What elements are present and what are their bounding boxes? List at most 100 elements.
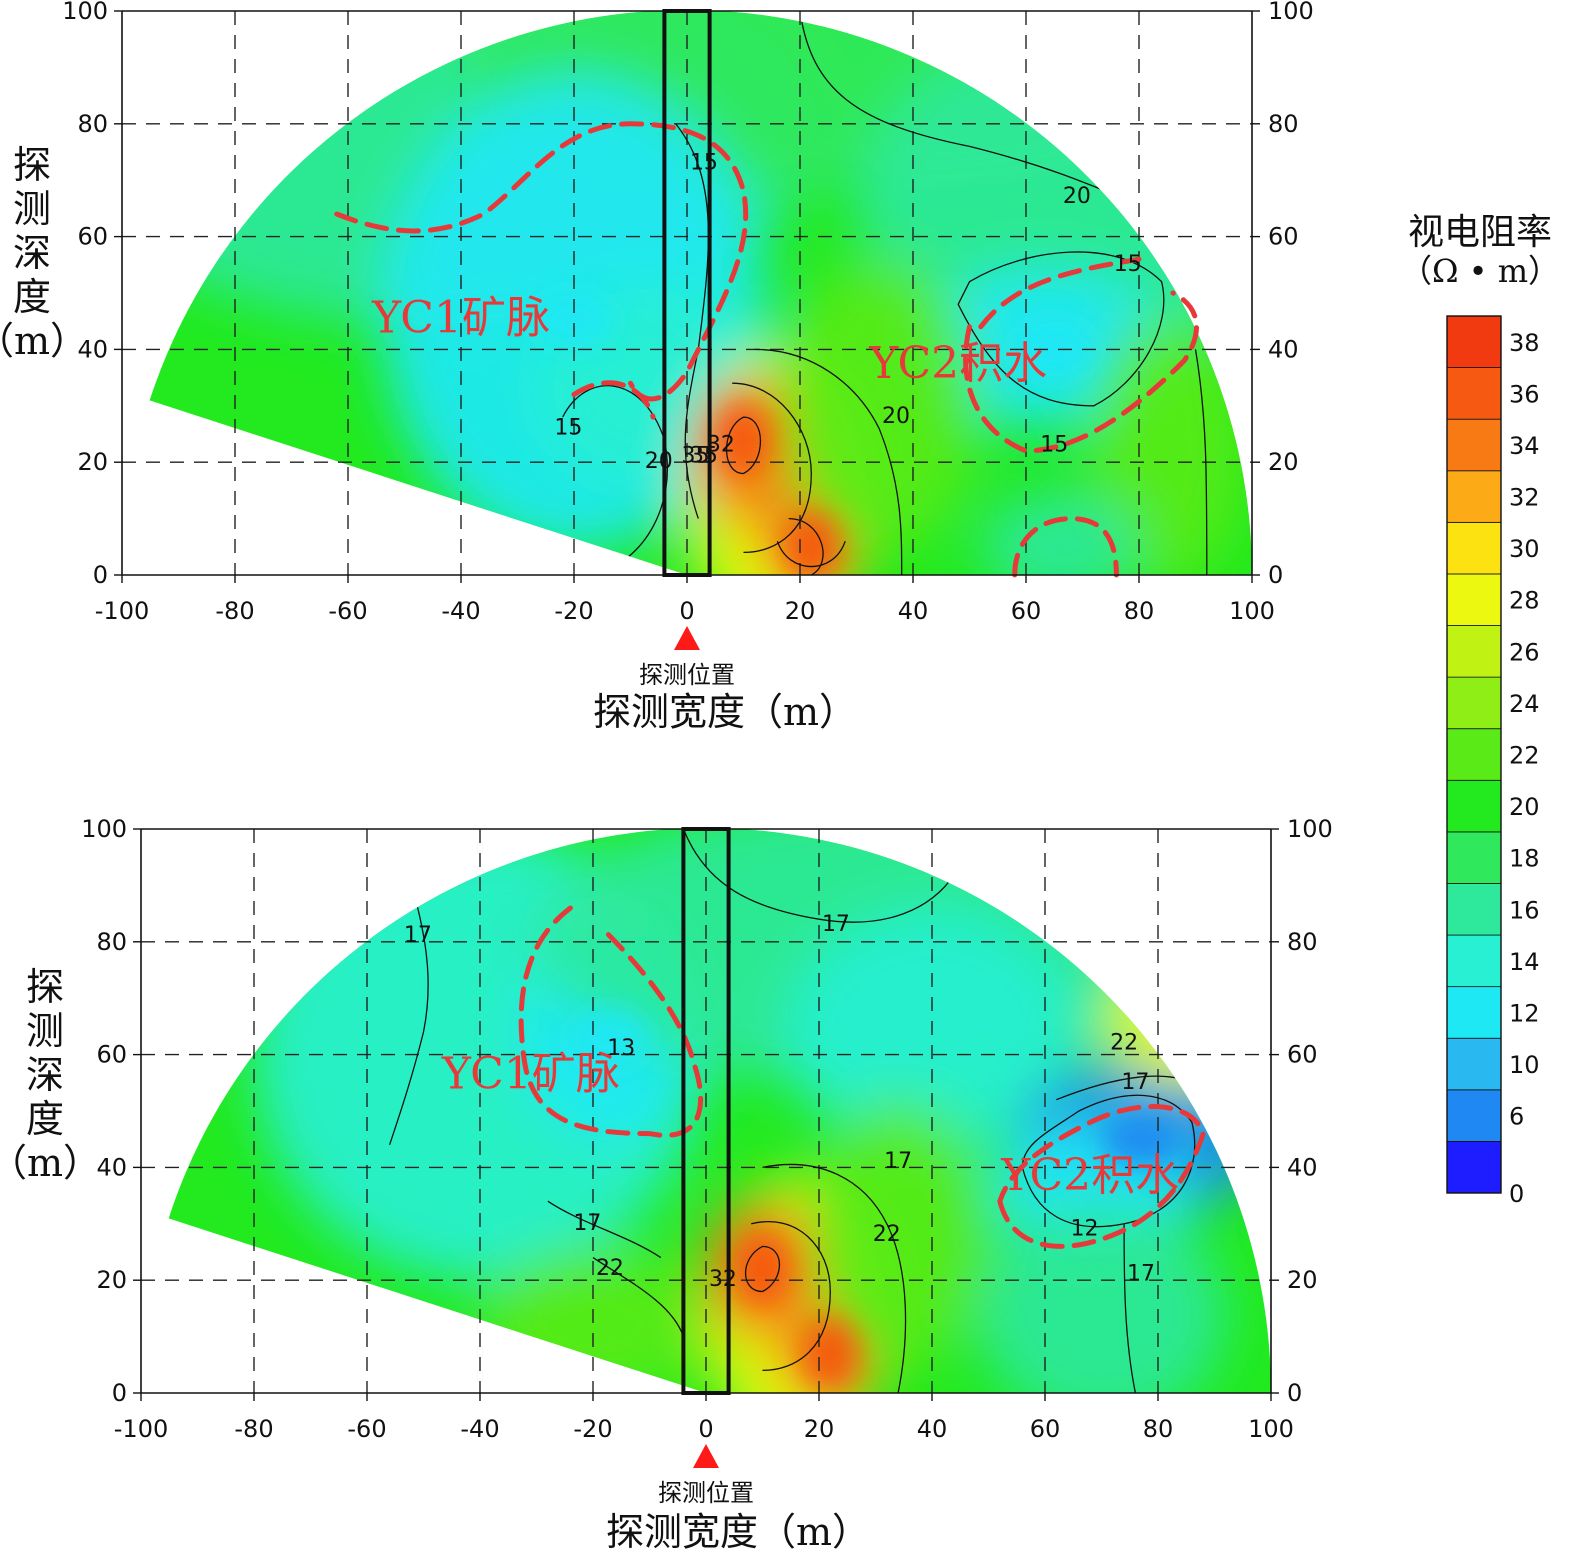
- x-tick-label: 100: [1229, 597, 1275, 625]
- resistivity-field: [149, 9, 1252, 576]
- y-tick-labels-left: 0 20 40 60 80 100: [62, 0, 108, 589]
- colorbar-band: [1446, 831, 1502, 884]
- y-tick-label-right: 100: [1268, 0, 1314, 25]
- contour-label: 22: [1110, 1030, 1138, 1055]
- x-tick-label: 20: [785, 597, 816, 625]
- colorbar-tick-label: 24: [1509, 690, 1540, 718]
- y-tick-label: 60: [77, 223, 108, 251]
- y-tick-label: 40: [77, 335, 108, 363]
- colorbar-band: [1446, 1037, 1502, 1091]
- colorbar-bands: [1446, 315, 1502, 1194]
- anomaly-outline: [963, 290, 1199, 454]
- colorbar-tick-labels: 0 6 10 12 14 16 18 20 22 24 26 28 30 32 34 36 38: [1509, 329, 1540, 1208]
- contour-label: 17: [404, 923, 432, 948]
- contour-label: 22: [873, 1222, 901, 1247]
- colorbar-title: 视电阻率: [1408, 212, 1552, 253]
- dashed-grid: [141, 829, 1271, 1393]
- y-tick-labels-right: 0 20 40 60 80 100: [1287, 815, 1333, 1407]
- contour-label: 15: [1040, 432, 1068, 457]
- contour-labels: 17 17 13 22 17 17 22 17 22 12 17 32: [404, 912, 1155, 1292]
- contour-label: 17: [884, 1149, 912, 1174]
- y-tick-label: 20: [77, 448, 108, 476]
- y-tick-label: 60: [96, 1041, 127, 1069]
- contour-line: [762, 1163, 907, 1393]
- colorbar-band: [1446, 1141, 1502, 1194]
- colorbar-tick-label: 22: [1509, 742, 1540, 770]
- x-tick-labels: -100 -80 -60 -40 -20 0 20 40 60 80 100: [114, 1415, 1294, 1443]
- x-axis-title: 探测宽度（m）: [606, 1510, 870, 1554]
- colorbar-band: [1446, 470, 1502, 523]
- x-tick-label: -80: [234, 1415, 273, 1443]
- probe-column-box: [681, 827, 731, 1395]
- y-tick-label-right: 20: [1268, 448, 1299, 476]
- colorbar-tick-label: 36: [1509, 380, 1540, 408]
- contour-line: [547, 1200, 662, 1259]
- contour-line: [682, 828, 956, 923]
- colorbar-band: [1446, 883, 1502, 936]
- low-zone: [1101, 1111, 1182, 1168]
- colorbar-band: [1446, 986, 1502, 1039]
- colorbar-tick-label: 28: [1509, 587, 1540, 615]
- colorbar-band: [1446, 676, 1502, 730]
- y-tick-label: 100: [81, 815, 127, 843]
- colorbar-band: [1446, 1089, 1502, 1142]
- contour-line: [754, 348, 903, 576]
- low-zone: [1014, 321, 1095, 378]
- y-tick-labels-right: 0 20 40 60 80 100: [1268, 0, 1314, 589]
- x-tick-label: -20: [554, 597, 593, 625]
- contour-line: [1002, 10, 1106, 114]
- contour-label: 12: [1071, 1216, 1099, 1241]
- x-tick-label: -100: [95, 597, 149, 625]
- colorbar-band: [1446, 573, 1502, 626]
- y-tick-label-right: 80: [1287, 928, 1318, 956]
- colorbar-tick-label: 12: [1509, 999, 1540, 1027]
- y-tick-labels-left: 0 20 40 60 80 100: [81, 815, 127, 1407]
- contour-line: [1021, 1094, 1196, 1228]
- colorbar-band: [1446, 418, 1502, 472]
- anomaly-labels: YC1矿脉 YC2积水: [371, 293, 1047, 389]
- colorbar-tick-label: 10: [1509, 1051, 1540, 1079]
- y-axis-title: 探测深度（m）: [0, 965, 101, 1185]
- plot-frame: [133, 827, 1279, 1401]
- colorbar-band: [1446, 521, 1502, 575]
- y-tick-label: 80: [77, 110, 108, 138]
- contour-label: 17: [573, 1211, 601, 1236]
- contour-label: 22: [596, 1256, 624, 1281]
- colorbar-tick-label: 6: [1509, 1103, 1524, 1131]
- peak-high: [802, 1317, 859, 1390]
- contour-label: 32: [707, 432, 735, 457]
- peak-high: [734, 1232, 791, 1305]
- x-tick-label: -100: [114, 1415, 168, 1443]
- y-tick-label: 40: [96, 1153, 127, 1181]
- colorbar-tick-label: 20: [1509, 793, 1540, 821]
- colorbar-tick-label: 34: [1509, 432, 1540, 460]
- x-axis-title: 探测宽度（m）: [593, 690, 857, 734]
- y-tick-label: 0: [93, 561, 108, 589]
- x-tick-label: 20: [804, 1415, 835, 1443]
- colorbar-tick-label: 0: [1509, 1180, 1524, 1208]
- colorbar-band: [1446, 367, 1502, 420]
- contour-label: 15: [1114, 252, 1142, 277]
- contour-label: 32: [709, 1267, 737, 1292]
- anomaly-outline: [997, 1104, 1206, 1249]
- colorbar: 视电阻率 （Ω • m） 0 6 10 12 14 16 18 20 22 24 26 28 30 32 3…: [1400, 212, 1560, 1208]
- probe-position-label: 探测位置: [658, 1479, 754, 1507]
- colorbar-tick-label: 14: [1509, 948, 1540, 976]
- anomaly-outlines: [518, 905, 1206, 1249]
- anomaly-labels: YC1矿脉 YC2积水: [441, 1049, 1179, 1202]
- contour-line: [1194, 349, 1208, 576]
- y-tick-label-right: 60: [1287, 1041, 1318, 1069]
- contour-line: [957, 251, 1165, 407]
- colorbar-tick-label: 30: [1509, 535, 1540, 563]
- y-tick-label-right: 100: [1287, 815, 1333, 843]
- y-tick-label: 100: [62, 0, 108, 25]
- probe-position-label: 探测位置: [639, 661, 735, 689]
- low-zone: [569, 1009, 650, 1066]
- contour-label: 17: [1121, 1070, 1149, 1095]
- anomaly-label: YC2积水: [1000, 1150, 1179, 1201]
- field-fill: [149, 9, 1252, 576]
- contour-line: [1123, 1223, 1137, 1393]
- x-tick-label: -40: [460, 1415, 499, 1443]
